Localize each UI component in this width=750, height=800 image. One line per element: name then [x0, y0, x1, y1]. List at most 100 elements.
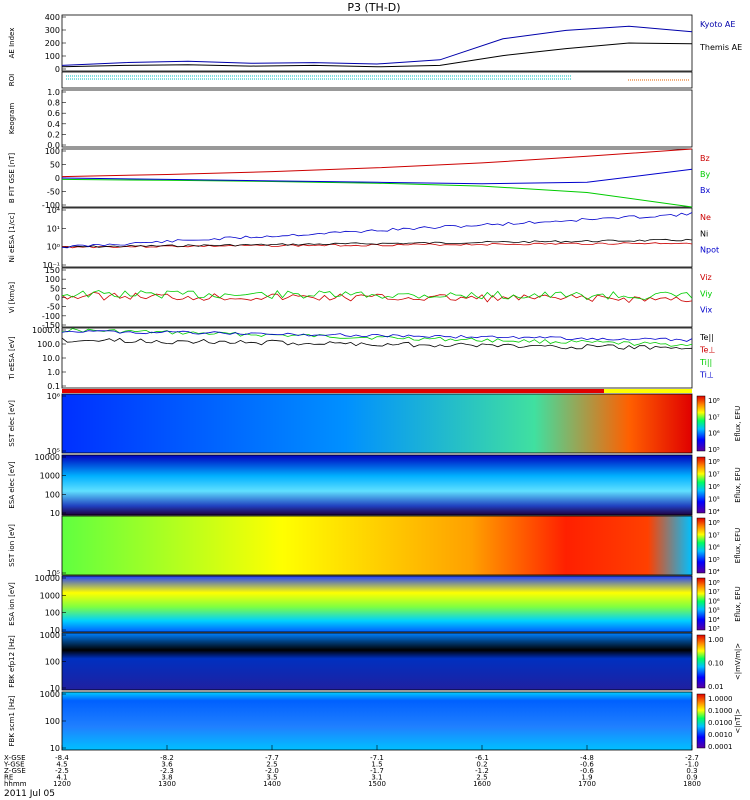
- legend-entry: Ni: [700, 229, 708, 238]
- y-tick-label: 100: [45, 658, 60, 667]
- colorbar-tick-label: 1.0000: [708, 695, 733, 703]
- colorbar-tick-label: 10⁸: [708, 458, 720, 466]
- trace-viz: [61, 291, 693, 304]
- spectrogram-sst-ion: [62, 516, 692, 575]
- panel-sst-electron: 10⁵ 10⁶ 10⁷ 10⁸ Eflux, EFU SST elec [eV] 10⁵ 10…: [8, 392, 742, 456]
- colorbar-tick-label: 10⁵: [708, 607, 720, 615]
- colorbar-sst-ion: [696, 517, 706, 574]
- trace-ti-par: [61, 328, 693, 347]
- spectrogram-esa-electron: [62, 455, 692, 515]
- panel-density: Ni eESA [1/cc] 10⁻¹ 10⁰ 10¹ 10⁴ Ne Ni Npot: [8, 206, 719, 270]
- series-line: [61, 178, 693, 208]
- panel-ae-index: AE Index 0 100 200 300 400 Kyoto AE Themis AE: [8, 13, 742, 74]
- y-tick-label: 300: [45, 26, 60, 35]
- ephemeris-value: -0.6: [580, 761, 594, 769]
- panel-frame: [61, 575, 693, 633]
- colorbar-fbk-b: [696, 693, 706, 749]
- ephemeris-value: 3.6: [161, 761, 173, 769]
- colorbar-tick-label: 10³: [708, 625, 720, 633]
- y-tick-label: 10: [50, 744, 60, 753]
- y-tick-label: 0.2: [47, 130, 60, 139]
- legend-entry: Ti⊥: [699, 371, 714, 380]
- ephemeris-value: 1700: [578, 780, 596, 788]
- colorbar-tick-label: 10⁶: [708, 483, 720, 491]
- legend-entry: Viz: [700, 273, 712, 282]
- ephemeris-value: 2.5: [266, 761, 277, 769]
- y-tick-label: 10: [50, 684, 60, 693]
- panel-fbk-e: 0.01 0.10 1.00 <|mV/m|> FBK efp12 [Hz] 10 100 1…: [8, 631, 742, 693]
- ephemeris-value: 1300: [158, 780, 176, 788]
- y-tick-label: 10⁵: [47, 569, 60, 578]
- ephemeris-value: -4.8: [580, 754, 594, 762]
- colorbar-tick-label: 10⁸: [708, 579, 720, 587]
- y-axis-label: Keogram: [8, 103, 16, 134]
- y-tick-label: 0.4: [47, 120, 60, 129]
- panel-b-field: B FIT GSE [nT] -100 -50 0 50 100 Bz By Bx: [8, 147, 710, 210]
- ephemeris-value: 0.2: [476, 761, 487, 769]
- y-tick-label: 0.1: [47, 382, 60, 391]
- ephemeris-value: 0.3: [686, 767, 697, 775]
- y-tick-label: 100: [45, 275, 60, 284]
- ephemeris-row-label: Y-GSE: [3, 761, 25, 769]
- y-tick-label: 0.6: [47, 109, 60, 118]
- colorbar-tick-label: 10⁸: [708, 397, 720, 405]
- y-tick-label: 100: [45, 52, 60, 61]
- trace-ne: [61, 242, 693, 249]
- ephemeris-value: -7.1: [370, 754, 384, 762]
- y-axis-label: FBK efp12 [Hz]: [8, 635, 16, 688]
- y-tick-label: 1000.0: [32, 326, 60, 335]
- ephemeris-value: -2.7: [685, 754, 699, 762]
- colorbar-label: Eflux, EFU: [734, 467, 742, 502]
- ephemeris-value: 1800: [683, 780, 701, 788]
- y-axis-label: B FIT GSE [nT]: [8, 153, 16, 204]
- colorbar-esa-electron: [696, 456, 706, 514]
- panel-keogram: Keogram 0.0 0.20.4 0.60.8 1.0: [8, 88, 693, 150]
- y-tick-label: 10.0: [42, 354, 60, 363]
- panel-frame: [61, 454, 693, 516]
- spectrogram-fbk-b: [62, 692, 692, 750]
- ephemeris-row-label: RE: [4, 774, 13, 782]
- y-tick-label: 100: [45, 490, 60, 499]
- panel-frame: [61, 71, 693, 89]
- y-tick-label: -50: [47, 188, 60, 197]
- colorbar-tick-label: 10⁵: [708, 556, 720, 564]
- y-axis-label: ESA ion [eV]: [8, 582, 16, 626]
- ephemeris-value: 3.8: [161, 774, 172, 782]
- trace-te-par: [61, 337, 693, 350]
- panel-frame: [61, 515, 693, 576]
- y-tick-label: 10⁰: [47, 243, 60, 252]
- ephemeris-value: 4.5: [56, 761, 67, 769]
- panel-frame: [61, 89, 693, 148]
- y-tick-label: 1.0: [47, 88, 60, 97]
- ephemeris-value: -2.0: [265, 767, 279, 775]
- panel-fbk-b: 0.0001 0.0010 0.0100 0.1000 1.0000<|nT|> FBK …: [8, 690, 742, 753]
- colorbar-tick-label: 10⁶: [708, 544, 720, 552]
- ephemeris-value: 1.9: [581, 774, 592, 782]
- colorbar-tick-label: 0.01: [708, 683, 724, 691]
- y-tick-label: -150: [42, 321, 60, 330]
- colorbar-tick-label: 0.10: [708, 660, 724, 668]
- colorbar-label: Eflux, EFU: [734, 406, 742, 441]
- legend-entry: Kyoto AE: [700, 20, 735, 29]
- ephemeris-value: -1.7: [370, 767, 384, 775]
- series-line: [61, 25, 693, 66]
- series-line: [61, 148, 693, 178]
- y-tick-label: 1000: [40, 472, 60, 481]
- colorbar-tick-label: 0.0100: [708, 719, 733, 727]
- y-tick-label: 10⁵: [47, 447, 60, 456]
- legend-entry: Vix: [700, 306, 713, 315]
- colorbar-tick-label: 0.0001: [708, 743, 733, 751]
- colorbar-tick-label: 10⁴: [708, 616, 720, 624]
- spectrogram-esa-ion: [62, 576, 692, 632]
- colorbar-esa-ion: [696, 577, 706, 631]
- ephemeris-value: -1.0: [685, 761, 699, 769]
- legend-entry: Ti||: [699, 358, 712, 367]
- y-axis-label: Ti eESA [eV]: [8, 336, 16, 380]
- legend-entry: Te||: [699, 333, 714, 342]
- series-line: [61, 168, 693, 185]
- colorbar-tick-label: 10⁴: [708, 508, 720, 516]
- legend-entry: Themis AE: [699, 43, 742, 52]
- y-tick-label: 100.0: [37, 340, 60, 349]
- colorbar-label: <|mV/m|>: [734, 643, 742, 680]
